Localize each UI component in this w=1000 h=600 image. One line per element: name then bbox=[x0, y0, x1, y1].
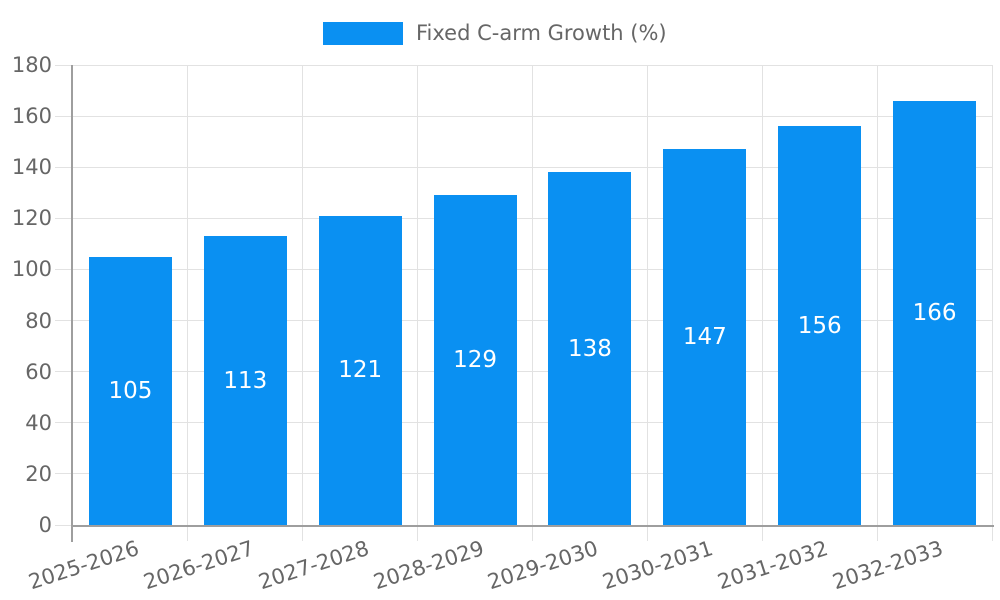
x-gridline bbox=[302, 65, 304, 525]
y-tick-label: 120 bbox=[11, 206, 52, 231]
x-tick-mark bbox=[991, 525, 993, 541]
y-tick-mark bbox=[55, 166, 73, 168]
x-tick-mark bbox=[417, 525, 419, 541]
bar-value-label: 113 bbox=[223, 367, 268, 394]
bar-value-label: 138 bbox=[567, 335, 612, 362]
bar-value-label: 129 bbox=[453, 347, 498, 374]
legend-label: Fixed C-arm Growth (%) bbox=[416, 21, 667, 45]
y-tick-label: 20 bbox=[25, 461, 52, 486]
x-tick-mark bbox=[876, 525, 878, 541]
x-tick-label: 2027-2028 bbox=[255, 536, 372, 595]
bar[interactable]: 156 bbox=[778, 126, 862, 525]
y-tick-label: 180 bbox=[11, 53, 52, 77]
x-tick-label: 2028-2029 bbox=[370, 536, 487, 595]
x-gridline bbox=[761, 65, 763, 525]
x-tick-mark bbox=[646, 525, 648, 541]
bar-value-label: 121 bbox=[338, 357, 383, 384]
y-tick-label: 60 bbox=[25, 359, 52, 384]
x-gridline bbox=[876, 65, 878, 525]
x-gridline bbox=[646, 65, 648, 525]
bar-value-label: 166 bbox=[912, 299, 957, 326]
y-tick-mark bbox=[55, 64, 73, 66]
y-tick-label: 0 bbox=[38, 513, 52, 537]
x-tick-label: 2031-2032 bbox=[714, 536, 832, 595]
x-gridline bbox=[532, 65, 533, 525]
x-gridline bbox=[187, 65, 189, 525]
y-tick-mark bbox=[55, 473, 73, 475]
x-tick-label: 2032-2033 bbox=[829, 536, 946, 595]
bar[interactable]: 138 bbox=[548, 172, 632, 525]
bar-value-label: 105 bbox=[108, 377, 153, 404]
legend-item[interactable]: Fixed C-arm Growth (%) bbox=[323, 21, 667, 45]
y-tick-label: 160 bbox=[11, 104, 52, 129]
y-tick-label: 80 bbox=[25, 308, 52, 333]
bar[interactable]: 121 bbox=[318, 215, 402, 525]
x-gridline bbox=[991, 65, 993, 525]
bar[interactable]: 113 bbox=[203, 236, 287, 525]
x-gridline bbox=[417, 65, 419, 525]
y-tick-mark bbox=[55, 268, 73, 270]
y-tick-mark bbox=[55, 217, 73, 219]
x-tick-label: 2026-2027 bbox=[140, 536, 257, 595]
y-tick-mark bbox=[55, 524, 73, 526]
bar[interactable]: 105 bbox=[88, 256, 172, 525]
legend-swatch-icon bbox=[323, 21, 403, 45]
bar[interactable]: 166 bbox=[893, 100, 977, 525]
y-tick-label: 40 bbox=[25, 410, 52, 435]
y-tick-mark bbox=[55, 320, 73, 322]
bar[interactable]: 147 bbox=[663, 149, 747, 525]
x-tick-label: 2030-2031 bbox=[599, 536, 717, 595]
x-tick-label: 2025-2026 bbox=[25, 536, 142, 595]
x-axis-line bbox=[71, 525, 994, 527]
plot-area: 0 20 40 60 80 100 120 140 160 180 105 113 121 129 138 1… bbox=[12, 53, 994, 594]
bar-value-label: 147 bbox=[682, 324, 727, 351]
x-tick-mark bbox=[302, 525, 304, 541]
y-tick-mark bbox=[55, 422, 73, 424]
y-tick-label: 140 bbox=[11, 155, 52, 180]
x-tick-label: 2029-2030 bbox=[485, 536, 602, 595]
bar[interactable]: 129 bbox=[433, 195, 517, 525]
bar-value-label: 156 bbox=[797, 312, 842, 339]
y-tick-label: 100 bbox=[11, 257, 52, 282]
x-tick-mark bbox=[187, 525, 189, 541]
y-tick-mark bbox=[55, 371, 73, 373]
y-axis-line bbox=[71, 65, 73, 542]
x-tick-mark bbox=[532, 525, 533, 541]
y-tick-mark bbox=[55, 115, 73, 117]
x-tick-mark bbox=[761, 525, 763, 541]
